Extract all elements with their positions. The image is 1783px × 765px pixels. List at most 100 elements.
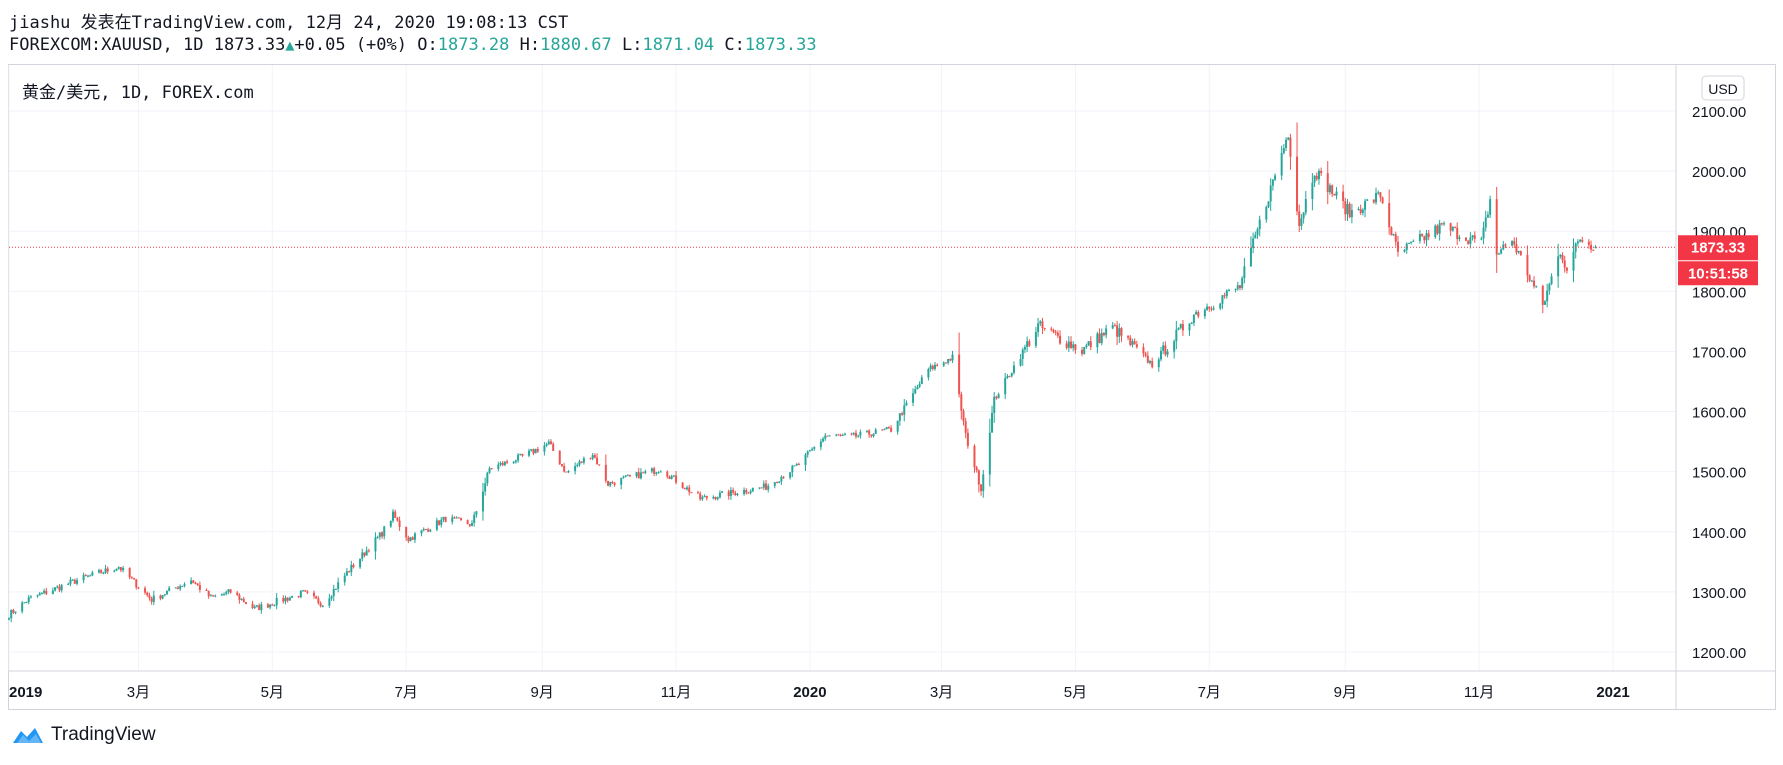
candle-body [1328,185,1331,193]
candle-body [532,449,535,454]
candle-body [1375,193,1378,203]
tradingview-logo[interactable]: TradingView [9,724,156,746]
candle-body [1102,333,1105,336]
candle-body [1427,233,1430,238]
candle-body [1041,321,1044,328]
candle-body [424,529,427,531]
candle-body [411,537,414,540]
candle-body [1565,267,1568,271]
candle-body [1317,170,1320,180]
candle-body [1535,285,1538,287]
candle-body [1550,276,1553,285]
candle-body [819,441,822,448]
candle-body [40,592,43,594]
x-tick-label: 5月 [261,684,284,701]
candle-body [609,481,612,486]
candle-body [960,394,963,411]
candle-body [1258,219,1261,230]
candle-body [714,496,717,500]
candle-body [512,462,515,464]
candle-body [299,590,302,598]
candle-body [1144,353,1147,356]
currency-button[interactable] [1701,75,1745,101]
candle-body [517,454,520,461]
chart-grid [8,65,1676,671]
candle-body [1074,344,1077,350]
time-axis: 2019 3月 5月 7月 9月 11月 2020 3月 5月 7月 9月 11月 2021 [9,684,1630,701]
candle-body [409,537,412,542]
candle-body [350,564,353,573]
candle-body [470,522,473,526]
countdown-tag [1678,261,1758,286]
candle-body [91,572,94,576]
candle-body [1059,335,1062,344]
candle-body [578,461,581,465]
candle-body [936,364,939,366]
candle-body [1335,191,1338,196]
candle-body [1579,239,1582,242]
candle-body [242,598,245,603]
candle-body [69,579,72,584]
candle-body [1300,218,1303,226]
candle-body [365,550,368,556]
candle-body [1118,328,1121,337]
candle-body [420,530,423,534]
candle-body [1043,327,1046,329]
candle-body [716,497,719,500]
candle-body [1149,361,1152,363]
candle-body [991,412,994,433]
candle-body [580,461,583,463]
candle-body [901,413,904,415]
candle-body [828,435,831,437]
candle-body [363,552,366,556]
candle-body [440,519,443,525]
candle-body [639,472,642,479]
candle-body [1065,343,1068,348]
open-value: 1873.28 [437,35,510,55]
candle-body [168,587,171,591]
candle-body [598,464,601,466]
candle-body [1515,244,1518,253]
candle-body [1320,170,1323,174]
candle-body [1206,306,1209,310]
candle-body [530,449,533,451]
candle-body [304,590,307,592]
candle-body [451,517,454,522]
candle-body [1228,290,1231,292]
candle-body [1129,337,1132,345]
last-price-tag [1678,235,1758,261]
candle-body [181,585,184,587]
candle-body [1405,243,1408,250]
candle-body [558,450,561,465]
candle-body [966,432,969,446]
candle-body [1333,193,1336,196]
candle-body [1083,347,1086,354]
candle-body [696,492,699,494]
x-tick-label: 5月 [1064,684,1087,701]
candle-body [25,602,28,604]
x-tick-label: 7月 [394,684,417,701]
candle-body [51,590,54,595]
candle-body [574,466,577,472]
candle-body [743,489,746,494]
candle-body [488,468,491,473]
candle-body [212,595,215,597]
candle-body [1451,227,1454,231]
candle-body [795,464,798,466]
candle-body [486,472,489,484]
candle-body [977,470,980,485]
candle-body [775,482,778,484]
candle-body [729,490,732,497]
candle-body [27,597,30,603]
candle-body [1438,223,1441,234]
candle-body [857,435,860,437]
candle-body [920,377,923,385]
candle-body [850,433,853,435]
candle-body [1166,351,1169,355]
candle-body [1223,295,1226,297]
candle-body [1243,266,1246,279]
y-tick-label: 1600.00 [1692,405,1746,422]
candle-body [1526,254,1529,276]
candle-body [86,575,89,577]
